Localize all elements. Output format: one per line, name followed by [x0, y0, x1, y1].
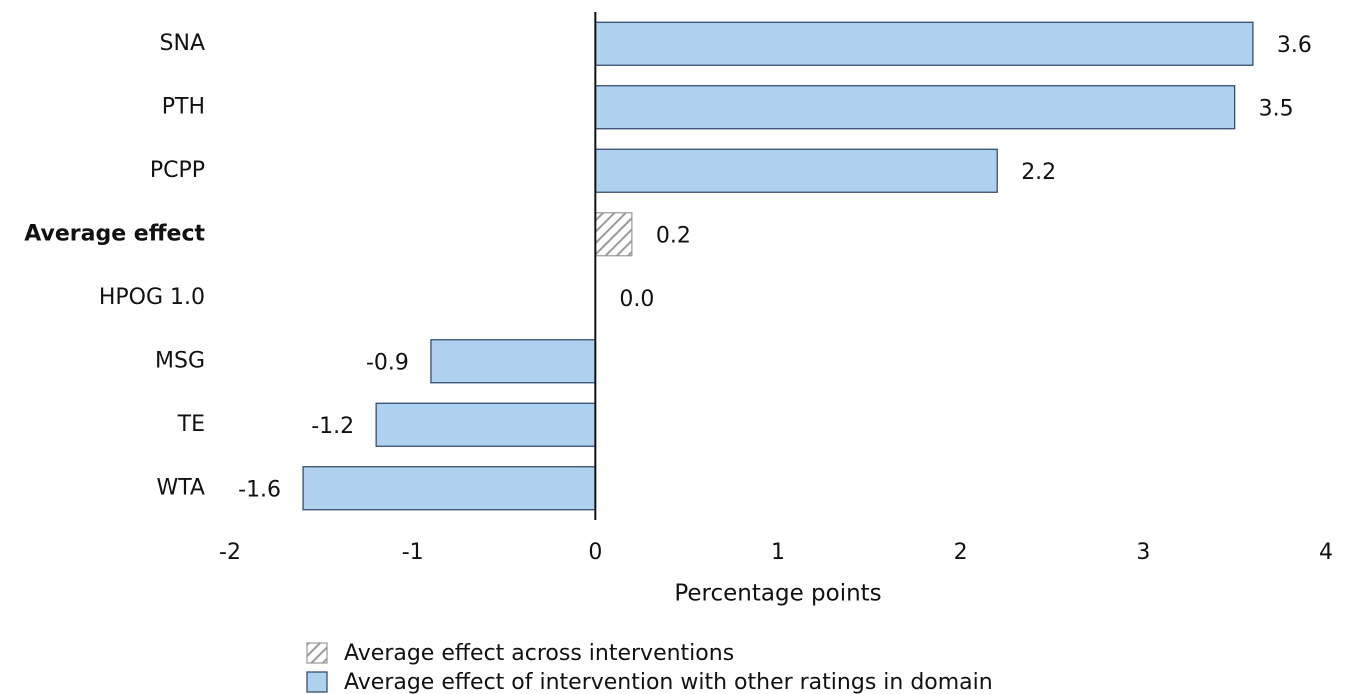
y-tick-label: WTA: [156, 475, 205, 500]
legend-swatch: [306, 642, 328, 664]
bar: [430, 339, 596, 384]
x-axis-title: Percentage points: [674, 581, 881, 607]
x-tick-label: -1: [402, 540, 424, 565]
value-label: 0.0: [619, 287, 654, 312]
value-label: 3.6: [1277, 33, 1312, 58]
y-tick-label: PCPP: [150, 158, 205, 183]
legend-label: Average effect across interventions: [344, 641, 734, 666]
value-label: -1.2: [311, 414, 354, 439]
value-label: 2.2: [1021, 160, 1056, 185]
y-tick-label: TE: [177, 412, 205, 437]
x-tick-label: 3: [1136, 540, 1150, 565]
y-tick-label: PTH: [162, 94, 205, 119]
legend-swatch: [306, 671, 328, 693]
x-tick-label: 1: [771, 540, 785, 565]
x-tick-label: 0: [588, 540, 602, 565]
bar: [594, 148, 998, 193]
legend-label: Average effect of intervention with othe…: [344, 670, 993, 694]
value-label: -1.6: [238, 477, 281, 502]
bar: [594, 212, 633, 257]
bar: [594, 85, 1236, 130]
x-tick-label: 4: [1319, 540, 1333, 565]
x-tick-label: -2: [219, 540, 241, 565]
value-label: 3.5: [1259, 96, 1294, 121]
bar: [302, 466, 596, 511]
x-tick-label: 2: [954, 540, 968, 565]
y-tick-label: HPOG 1.0: [99, 285, 205, 310]
y-tick-label: MSG: [155, 348, 205, 373]
value-label: 0.2: [656, 223, 691, 248]
y-tick-label: Average effect: [24, 221, 205, 246]
bar: [375, 402, 596, 447]
bar: [594, 21, 1254, 66]
y-tick-label: SNA: [160, 31, 205, 56]
value-label: -0.9: [366, 350, 409, 375]
